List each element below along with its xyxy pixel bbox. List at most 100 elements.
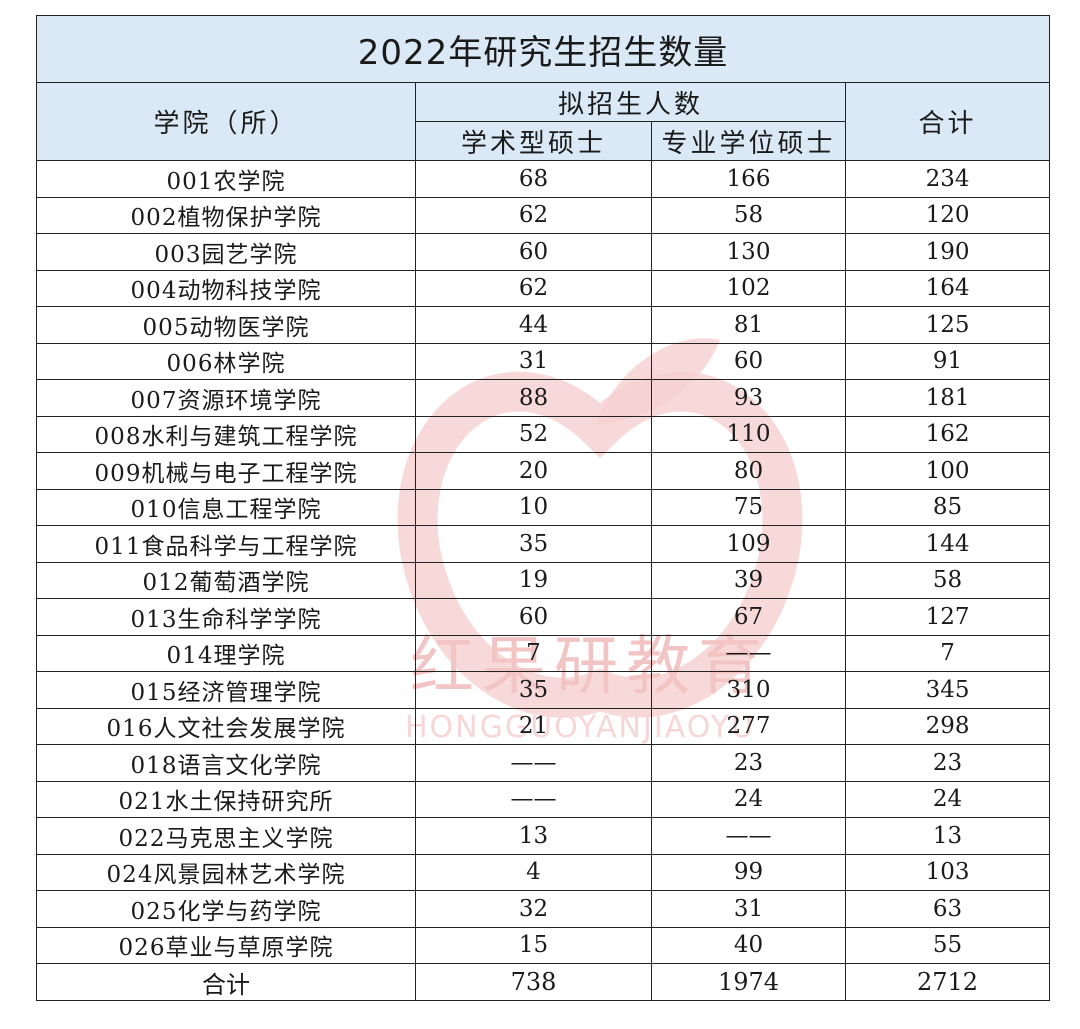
academic-cell: 13 (415, 817, 652, 855)
header-college: 学院（所） (36, 82, 416, 161)
header-planned: 拟招生人数 (415, 82, 846, 122)
college-cell: 001农学院 (36, 160, 416, 198)
academic-cell: 52 (415, 415, 652, 453)
total-cell: 91 (844, 342, 1051, 380)
total-cell: 120 (844, 196, 1051, 234)
total-cell: 55 (844, 926, 1051, 964)
total-cell: 190 (844, 233, 1051, 271)
academic-cell: 31 (415, 342, 652, 380)
header-professional: 专业学位硕士 (651, 121, 846, 161)
college-cell: 018语言文化学院 (36, 744, 416, 782)
academic-cell: 35 (415, 525, 652, 563)
college-cell: 007资源环境学院 (36, 379, 416, 417)
college-cell: 002植物保护学院 (36, 196, 416, 234)
academic-cell: 62 (415, 269, 652, 307)
professional-cell: 277 (651, 707, 846, 745)
professional-cell: 60 (651, 342, 846, 380)
professional-cell: 75 (651, 488, 846, 526)
academic-cell: 32 (415, 890, 652, 928)
college-cell: 025化学与药学院 (36, 890, 416, 928)
academic-cell: 88 (415, 379, 652, 417)
professional-cell: 80 (651, 452, 846, 490)
total-academic: 738 (415, 963, 652, 1001)
total-professional: 1974 (651, 963, 846, 1001)
table-row: 016人文社会发展学院 21 277 298 (36, 707, 1051, 745)
table-row: 015经济管理学院 35 310 345 (36, 671, 1051, 709)
professional-cell: 130 (651, 233, 846, 271)
enrollment-table: 2022年研究生招生数量 学院（所） 拟招生人数 合计 学术型硕士 专业学位硕士… (35, 15, 1051, 1001)
table-row: 009机械与电子工程学院 20 80 100 (36, 452, 1051, 490)
college-cell: 008水利与建筑工程学院 (36, 415, 416, 453)
academic-cell: 68 (415, 160, 652, 198)
college-cell: 026草业与草原学院 (36, 926, 416, 964)
table-row: 022马克思主义学院 13 —— 13 (36, 817, 1051, 855)
college-cell: 011食品科学与工程学院 (36, 525, 416, 563)
total-cell: 298 (844, 707, 1051, 745)
table-row: 007资源环境学院 88 93 181 (36, 379, 1051, 417)
total-cell: 63 (844, 890, 1051, 928)
college-cell: 005动物医学院 (36, 306, 416, 344)
academic-cell: 15 (415, 926, 652, 964)
total-cell: 58 (844, 561, 1051, 599)
total-cell: 85 (844, 488, 1051, 526)
college-cell: 021水土保持研究所 (36, 780, 416, 818)
professional-cell: 99 (651, 853, 846, 891)
total-sum: 2712 (844, 963, 1051, 1001)
professional-cell: 102 (651, 269, 846, 307)
academic-cell: 62 (415, 196, 652, 234)
total-cell: 234 (844, 160, 1051, 198)
college-cell: 010信息工程学院 (36, 488, 416, 526)
academic-cell: 21 (415, 707, 652, 745)
total-cell: 144 (844, 525, 1051, 563)
professional-cell: 39 (651, 561, 846, 599)
academic-cell: 60 (415, 233, 652, 271)
college-cell: 022马克思主义学院 (36, 817, 416, 855)
professional-cell: 58 (651, 196, 846, 234)
table-row: 001农学院 68 166 234 (36, 160, 1051, 198)
professional-cell: 110 (651, 415, 846, 453)
table-title: 2022年研究生招生数量 (35, 15, 1051, 83)
table-row: 005动物医学院 44 81 125 (36, 306, 1051, 344)
college-cell: 024风景园林艺术学院 (36, 853, 416, 891)
professional-cell: 23 (651, 744, 846, 782)
table-row: 025化学与药学院 32 31 63 (36, 890, 1051, 928)
total-row: 合计 738 1974 2712 (36, 963, 1051, 1001)
table-row: 002植物保护学院 62 58 120 (36, 196, 1051, 234)
table-row: 012葡萄酒学院 19 39 58 (36, 561, 1051, 599)
header-total: 合计 (844, 82, 1051, 161)
table-row: 014理学院 7 —— 7 (36, 634, 1051, 672)
table-row: 024风景园林艺术学院 4 99 103 (36, 853, 1051, 891)
academic-cell: —— (415, 744, 652, 782)
college-cell: 016人文社会发展学院 (36, 707, 416, 745)
academic-cell: 35 (415, 671, 652, 709)
academic-cell: 19 (415, 561, 652, 599)
total-cell: 345 (844, 671, 1051, 709)
professional-cell: 40 (651, 926, 846, 964)
professional-cell: 166 (651, 160, 846, 198)
table-row: 021水土保持研究所 —— 24 24 (36, 780, 1051, 818)
total-cell: 103 (844, 853, 1051, 891)
professional-cell: 93 (651, 379, 846, 417)
table-row: 018语言文化学院 —— 23 23 (36, 744, 1051, 782)
total-cell: 127 (844, 598, 1051, 636)
total-cell: 24 (844, 780, 1051, 818)
academic-cell: —— (415, 780, 652, 818)
table-row: 003园艺学院 60 130 190 (36, 233, 1051, 271)
professional-cell: 31 (651, 890, 846, 928)
total-cell: 23 (844, 744, 1051, 782)
total-cell: 162 (844, 415, 1051, 453)
college-cell: 009机械与电子工程学院 (36, 452, 416, 490)
table-row: 026草业与草原学院 15 40 55 (36, 926, 1051, 964)
header-academic: 学术型硕士 (415, 121, 652, 161)
college-cell: 012葡萄酒学院 (36, 561, 416, 599)
college-cell: 004动物科技学院 (36, 269, 416, 307)
professional-cell: 24 (651, 780, 846, 818)
table-row: 011食品科学与工程学院 35 109 144 (36, 525, 1051, 563)
academic-cell: 7 (415, 634, 652, 672)
professional-cell: 109 (651, 525, 846, 563)
total-cell: 100 (844, 452, 1051, 490)
total-label: 合计 (36, 963, 416, 1001)
table-row: 004动物科技学院 62 102 164 (36, 269, 1051, 307)
total-cell: 125 (844, 306, 1051, 344)
academic-cell: 44 (415, 306, 652, 344)
